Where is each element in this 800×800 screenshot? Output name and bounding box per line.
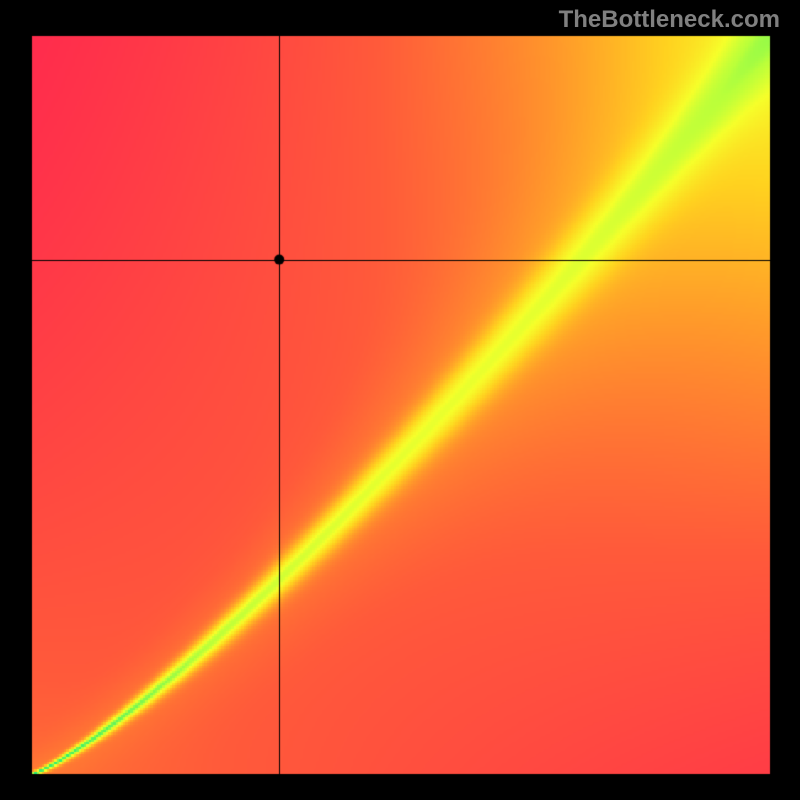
- figure-container: TheBottleneck.com: [0, 0, 800, 800]
- heatmap-canvas: [0, 0, 800, 800]
- watermark-text: TheBottleneck.com: [559, 6, 780, 34]
